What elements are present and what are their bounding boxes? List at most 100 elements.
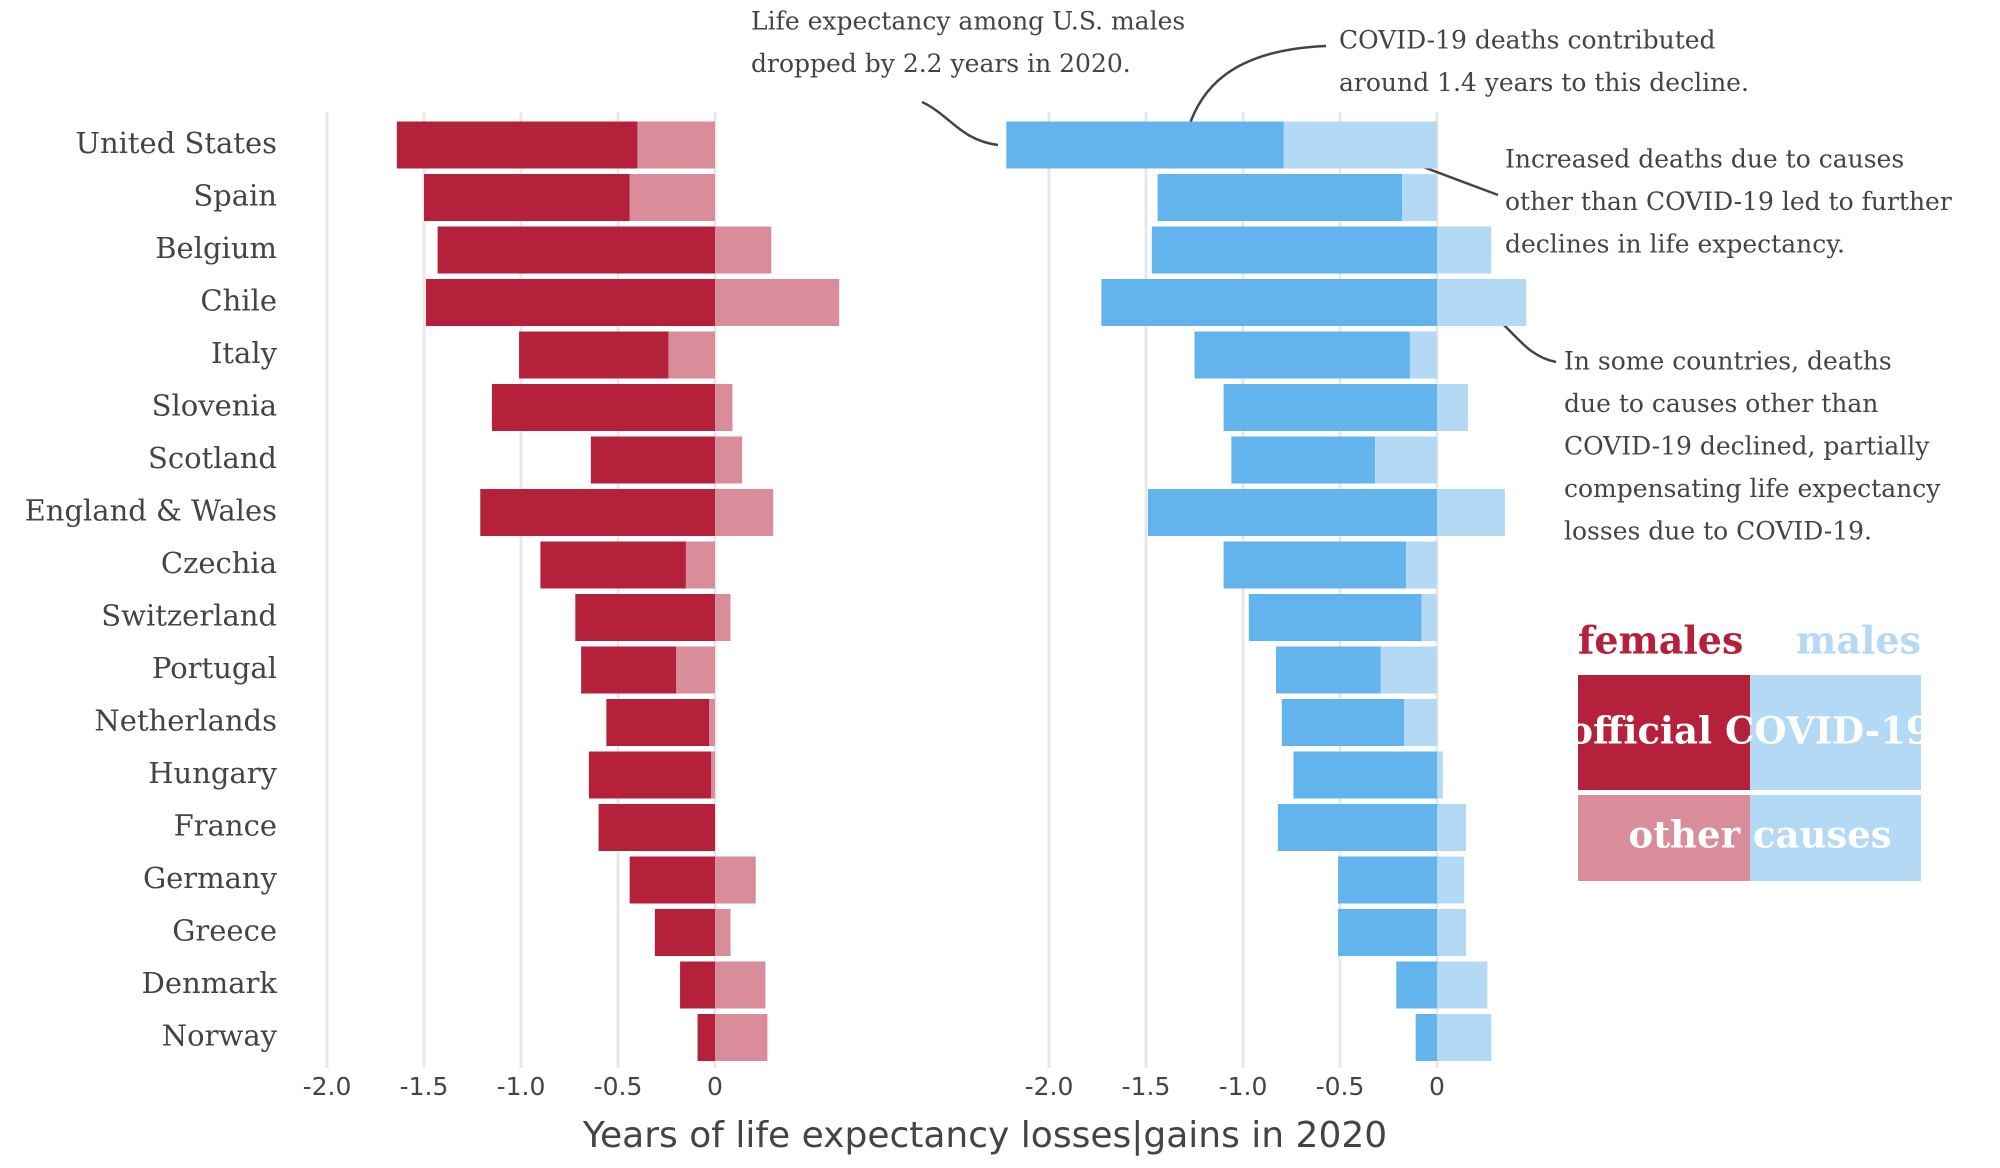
bar-other-causes <box>715 856 756 904</box>
y-tick-label: Hungary <box>148 756 277 790</box>
bar-other-causes <box>715 961 766 1009</box>
legend-swatch <box>1578 675 1750 790</box>
x-tick-label: -2.0 <box>1025 1072 1074 1101</box>
legend-swatch <box>1578 795 1750 881</box>
bar-covid <box>697 1014 715 1061</box>
bar-other-causes <box>1437 804 1467 851</box>
x-tick-label: -0.5 <box>1316 1072 1365 1101</box>
bar-other-causes <box>1402 174 1437 221</box>
bar-covid <box>491 384 715 431</box>
bar-other-causes <box>1409 331 1437 379</box>
bar-other-causes <box>715 436 743 484</box>
legend-swatch <box>1750 675 1921 790</box>
bar-other-causes <box>676 646 715 694</box>
bar-covid <box>1293 751 1437 799</box>
bar-other-causes <box>711 751 715 799</box>
bar-other-causes <box>1437 1014 1492 1061</box>
bar-covid <box>1223 384 1437 431</box>
annotation: dropped by 2.2 years in 2020. <box>751 49 1131 78</box>
bar-other-causes <box>715 226 772 274</box>
bar-other-causes <box>1283 121 1437 169</box>
y-tick-label: Germany <box>143 861 278 895</box>
x-tick-label: 0 <box>707 1072 723 1101</box>
annotation: due to causes other than <box>1564 389 1878 418</box>
y-tick-label: England & Wales <box>25 494 277 528</box>
y-tick-label: Slovenia <box>152 389 277 423</box>
bar-other-causes <box>1437 909 1467 956</box>
bar-covid <box>575 594 715 641</box>
annotation: around 1.4 years to this decline. <box>1339 68 1749 97</box>
bar-covid <box>1231 436 1375 484</box>
bar-other-causes <box>1374 436 1437 484</box>
bar-other-causes <box>1437 961 1488 1009</box>
bar-covid <box>424 174 630 221</box>
bar-covid <box>1147 489 1437 536</box>
bar-covid <box>1248 594 1422 641</box>
bar-other-causes <box>1437 226 1492 274</box>
y-tick-label: Norway <box>162 1019 278 1053</box>
bar-covid <box>629 856 715 904</box>
bar-covid <box>1223 541 1406 589</box>
bar-covid <box>437 226 715 274</box>
bar-covid <box>480 489 715 536</box>
bar-covid <box>1338 909 1437 956</box>
x-tick-label: -0.5 <box>594 1072 643 1101</box>
y-tick-label: France <box>174 809 277 843</box>
bar-other-causes <box>715 594 731 641</box>
y-tick-label: Italy <box>211 336 278 370</box>
bar-covid <box>1281 699 1405 746</box>
bar-other-causes <box>715 384 733 431</box>
bar-covid <box>425 279 715 326</box>
bar-other-causes <box>715 1014 768 1061</box>
bar-covid <box>1194 331 1410 379</box>
bar-other-causes <box>685 541 715 589</box>
bar-other-causes <box>1380 646 1437 694</box>
legend-group: females <box>1578 618 1743 663</box>
bar-covid <box>581 646 677 694</box>
annotation: compensating life expectancy <box>1564 474 1941 503</box>
bar-covid <box>654 909 715 956</box>
annotation: COVID-19 deaths contributed <box>1339 26 1716 55</box>
bar-covid <box>396 121 638 169</box>
bar-covid <box>1157 174 1403 221</box>
bar-other-causes <box>715 909 731 956</box>
bar-covid <box>1338 856 1437 904</box>
bar-other-causes <box>1437 279 1527 326</box>
bar-other-causes <box>1421 594 1437 641</box>
y-tick-label: Denmark <box>142 966 278 1000</box>
legend-label: official COVID-19 <box>1568 709 1931 753</box>
y-tick-label: Netherlands <box>94 704 277 738</box>
bar-covid <box>1006 121 1284 169</box>
y-tick-label: Spain <box>193 179 277 213</box>
bar-covid <box>1275 646 1381 694</box>
x-tick-label: -1.0 <box>497 1072 546 1101</box>
bar-other-causes <box>637 121 715 169</box>
bar-other-causes <box>715 489 774 536</box>
bar-covid <box>1101 279 1437 326</box>
y-tick-label: Belgium <box>155 231 277 265</box>
annotation: other than COVID-19 led to further <box>1505 187 1952 216</box>
legend: females males official COVID-19 other ca… <box>1568 618 1932 881</box>
bar-covid <box>1277 804 1437 851</box>
bar-covid <box>519 331 669 379</box>
x-tick-label: 0 <box>1429 1072 1445 1101</box>
bar-other-causes <box>1405 541 1437 589</box>
bar-other-causes <box>1437 856 1465 904</box>
bar-covid <box>588 751 712 799</box>
y-tick-label: Czechia <box>161 546 277 580</box>
bar-covid <box>590 436 715 484</box>
y-tick-label: Scotland <box>148 441 277 475</box>
x-tick-label: -1.5 <box>1122 1072 1171 1101</box>
bar-covid <box>598 804 715 851</box>
y-tick-label: Greece <box>172 914 277 948</box>
annotation: losses due to COVID-19. <box>1564 517 1872 546</box>
bar-other-causes <box>1437 489 1505 536</box>
bar-other-causes <box>629 174 715 221</box>
y-tick-label: Chile <box>200 284 277 318</box>
legend-swatch <box>1750 795 1921 881</box>
bar-covid <box>1151 226 1437 274</box>
x-tick-label: -2.0 <box>303 1072 352 1101</box>
y-tick-label: Switzerland <box>101 599 277 633</box>
annotation: Life expectancy among U.S. males <box>751 7 1185 36</box>
